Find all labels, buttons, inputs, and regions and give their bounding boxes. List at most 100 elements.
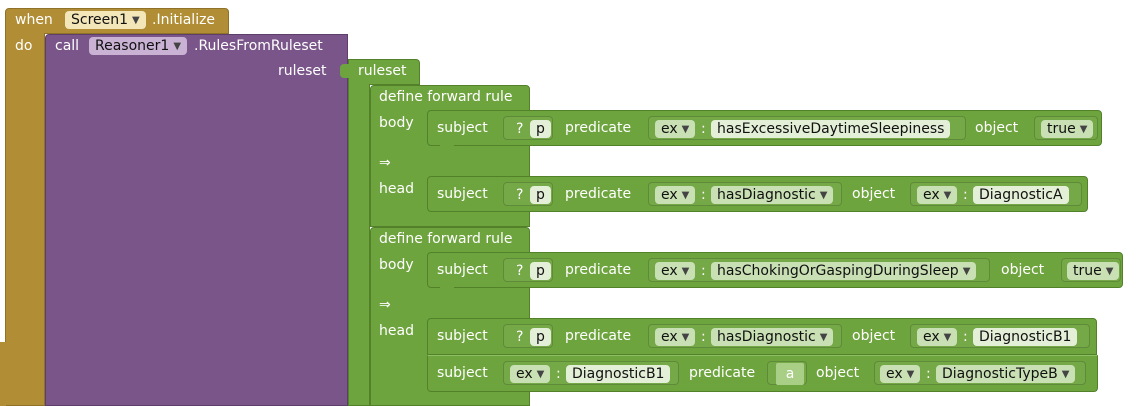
object-name: DiagnosticA <box>979 187 1063 203</box>
head-label: head <box>379 323 414 339</box>
event-block-left-shadow <box>0 342 6 406</box>
call-label: call <box>55 38 80 54</box>
event-name: .Initialize <box>152 12 216 28</box>
object-label: object <box>1001 262 1045 278</box>
object-name-dropdown[interactable]: DiagnosticTypeB ▼ <box>936 365 1076 383</box>
dropdown-arrow-icon: ▼ <box>1061 369 1070 380</box>
rdf-type-literal[interactable]: a <box>776 363 804 385</box>
component-name: Screen1 <box>71 12 129 28</box>
variable-prefix: ? <box>516 121 524 137</box>
predicate-label: predicate <box>565 328 632 344</box>
namespace-value: ex <box>661 329 678 345</box>
implies-arrow-icon: ⇒ <box>379 155 391 171</box>
boolean-dropdown[interactable]: true ▼ <box>1067 262 1120 280</box>
dropdown-arrow-icon: ▼ <box>819 332 828 343</box>
subject-name-field[interactable]: DiagnosticB1 <box>566 365 671 383</box>
variable-name: p <box>536 121 545 137</box>
predicate-label: predicate <box>565 186 632 202</box>
boolean-dropdown[interactable]: true ▼ <box>1041 120 1094 138</box>
literal-value: a <box>785 366 795 382</box>
dropdown-arrow-icon: ▼ <box>173 41 182 52</box>
dropdown-arrow-icon: ▼ <box>132 15 140 26</box>
ruleset-left-rail <box>348 84 370 406</box>
dropdown-arrow-icon: ▼ <box>906 369 915 380</box>
namespace-dropdown[interactable]: ex ▼ <box>880 365 921 383</box>
object-label: object <box>816 365 860 381</box>
variable-prefix: ? <box>516 187 524 203</box>
component-dropdown-screen1[interactable]: Screen1 ▼ <box>65 11 146 29</box>
rule-header: define forward rule <box>379 89 513 105</box>
variable-name: p <box>536 187 545 203</box>
predicate-name-dropdown[interactable]: hasDiagnostic ▼ <box>711 328 834 346</box>
dropdown-arrow-icon: ▼ <box>681 124 690 135</box>
event-block-left-rail <box>5 33 45 406</box>
object-name-field[interactable]: DiagnosticA <box>973 186 1069 204</box>
component-dropdown-reasoner1[interactable]: Reasoner1 ▼ <box>89 37 188 55</box>
dropdown-arrow-icon: ▼ <box>819 190 828 201</box>
ruleset-connector-tab <box>340 64 350 78</box>
namespace-colon: : <box>701 263 706 279</box>
namespace-value: ex <box>923 329 940 345</box>
namespace-dropdown[interactable]: ex ▼ <box>655 186 696 204</box>
call-block-rules-from-ruleset[interactable] <box>45 34 348 406</box>
predicate-label: predicate <box>565 120 632 136</box>
namespace-colon: : <box>963 187 968 203</box>
namespace-dropdown[interactable]: ex ▼ <box>917 328 958 346</box>
dropdown-arrow-icon: ▼ <box>681 190 690 201</box>
dropdown-arrow-icon: ▼ <box>681 332 690 343</box>
object-name: DiagnosticB1 <box>979 329 1072 345</box>
object-label: object <box>852 186 896 202</box>
rule-header: define forward rule <box>379 231 513 247</box>
variable-field[interactable]: p <box>530 262 551 280</box>
body-label: body <box>379 115 414 131</box>
ruleset-block[interactable] <box>348 59 420 85</box>
namespace-dropdown[interactable]: ex ▼ <box>655 262 696 280</box>
predicate-name: hasExcessiveDaytimeSleepiness <box>717 121 945 137</box>
namespace-colon: : <box>701 121 706 137</box>
namespace-value: ex <box>661 121 678 137</box>
namespace-dropdown[interactable]: ex ▼ <box>655 120 696 138</box>
variable-field[interactable]: p <box>530 120 551 138</box>
variable-prefix: ? <box>516 263 524 279</box>
dropdown-arrow-icon: ▼ <box>536 369 545 380</box>
variable-name: p <box>536 263 545 279</box>
predicate-label: predicate <box>689 365 756 381</box>
do-label: do <box>15 38 33 54</box>
variable-name: p <box>536 329 545 345</box>
namespace-colon: : <box>926 366 931 382</box>
boolean-value: true <box>1047 121 1076 137</box>
next-statement-notch <box>440 287 454 293</box>
predicate-name-dropdown[interactable]: hasChokingOrGaspingDuringSleep ▼ <box>711 262 977 280</box>
component-name: Reasoner1 <box>95 38 170 54</box>
when-label: when <box>15 12 53 28</box>
predicate-name-field[interactable]: hasExcessiveDaytimeSleepiness <box>711 120 951 138</box>
ruleset-label: ruleset <box>358 63 407 79</box>
namespace-dropdown[interactable]: ex ▼ <box>510 365 551 383</box>
predicate-name-dropdown[interactable]: hasDiagnostic ▼ <box>711 186 834 204</box>
namespace-value: ex <box>516 366 533 382</box>
namespace-colon: : <box>701 329 706 345</box>
variable-field[interactable]: p <box>530 328 551 346</box>
namespace-value: ex <box>661 263 678 279</box>
body-label: body <box>379 257 414 273</box>
predicate-name: hasDiagnostic <box>717 329 816 345</box>
dropdown-arrow-icon: ▼ <box>1105 266 1114 277</box>
method-name: .RulesFromRuleset <box>194 38 323 54</box>
namespace-dropdown[interactable]: ex ▼ <box>655 328 696 346</box>
dropdown-arrow-icon: ▼ <box>943 332 952 343</box>
variable-field[interactable]: p <box>530 186 551 204</box>
namespace-dropdown[interactable]: ex ▼ <box>917 186 958 204</box>
dropdown-arrow-icon: ▼ <box>1079 124 1088 135</box>
subject-label: subject <box>437 328 488 344</box>
subject-name: DiagnosticB1 <box>572 366 665 382</box>
predicate-name: hasChokingOrGaspingDuringSleep <box>717 263 959 279</box>
namespace-value: ex <box>661 187 678 203</box>
subject-label: subject <box>437 120 488 136</box>
boolean-value: true <box>1073 263 1102 279</box>
predicate-name: hasDiagnostic <box>717 187 816 203</box>
object-label: object <box>852 328 896 344</box>
object-name-field[interactable]: DiagnosticB1 <box>973 328 1078 346</box>
object-name: DiagnosticTypeB <box>942 366 1058 382</box>
head-label: head <box>379 181 414 197</box>
implies-arrow-icon: ⇒ <box>379 297 391 313</box>
